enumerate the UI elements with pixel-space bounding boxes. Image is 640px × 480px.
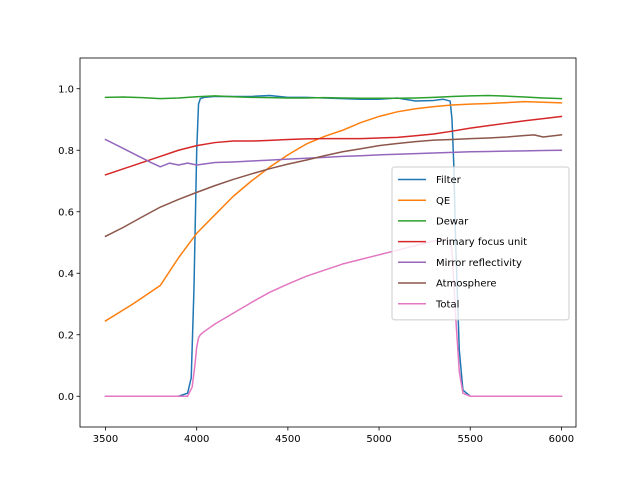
legend-label-mirror-reflectivity: Mirror reflectivity bbox=[436, 258, 522, 269]
x-tick-label: 4000 bbox=[184, 434, 209, 445]
series-line-mirror-reflectivity bbox=[104, 138, 563, 168]
x-tick-label: 6000 bbox=[549, 434, 574, 445]
x-tick-label: 3500 bbox=[93, 434, 118, 445]
legend-box bbox=[391, 166, 570, 321]
y-axis-ticks: 0.0 0.2 0.4 0.6 0.8 1.0 bbox=[58, 84, 80, 403]
y-tick-label: 0.8 bbox=[58, 146, 74, 157]
legend-label-dewar: Dewar bbox=[436, 217, 469, 228]
x-axis-ticks: 3500 4000 4500 5000 5500 6000 bbox=[93, 427, 574, 445]
x-tick-label: 4500 bbox=[275, 434, 300, 445]
legend-label-atmosphere: Atmosphere bbox=[436, 279, 497, 290]
y-tick-label: 0.6 bbox=[58, 207, 74, 218]
legend-label-primary-focus-unit: Primary focus unit bbox=[436, 237, 527, 248]
y-tick-label: 0.2 bbox=[58, 330, 74, 341]
plot-frame bbox=[79, 57, 577, 428]
y-tick-label: 0.4 bbox=[58, 269, 74, 280]
x-tick-label: 5500 bbox=[458, 434, 483, 445]
legend-label-qe: QE bbox=[436, 196, 450, 207]
x-tick-label: 5000 bbox=[366, 434, 391, 445]
series-line-atmosphere bbox=[104, 134, 563, 238]
legend-label-total: Total bbox=[435, 299, 459, 310]
legend: Filter QE Dewar Primary focus unit Mirror re… bbox=[391, 166, 570, 321]
y-tick-label: 0.0 bbox=[58, 392, 74, 403]
series-line-qe bbox=[104, 100, 563, 322]
y-tick-label: 1.0 bbox=[58, 84, 74, 95]
series-line-primary-focus-unit bbox=[104, 115, 563, 176]
legend-label-filter: Filter bbox=[436, 175, 462, 186]
series-line-dewar bbox=[104, 94, 563, 100]
